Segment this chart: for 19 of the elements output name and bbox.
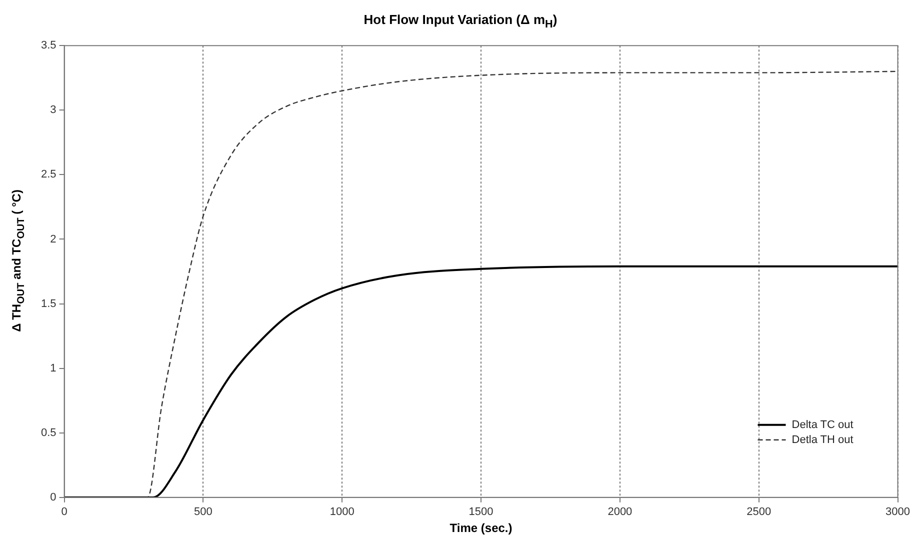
x-axis-title: Time (sec.) [450,521,512,536]
y-tick-label: 0 [50,491,56,504]
y-tick-label: 0.5 [40,426,56,439]
legend-label: Delta TC out [792,418,854,431]
x-tick-label: 1500 [468,506,494,518]
x-tick-label: 500 [194,506,212,518]
x-tick-label: 3000 [886,506,910,518]
y-tick-label: 2 [50,233,56,246]
x-tick-label: 2500 [746,506,772,518]
x-tick-label: 2000 [608,506,632,518]
y-tick-label: 3.5 [40,40,56,52]
x-tick-label: 0 [61,506,68,518]
y-tick-label: 2.5 [40,168,56,181]
y-tick-label: 1.5 [40,298,56,310]
y-tick-label: 3 [50,104,56,116]
legend-label: Detla TH out [792,434,854,446]
y-tick-label: 1 [50,362,56,374]
chart-title: Hot Flow Input Variation (Δ m$_{H}$) [362,11,558,33]
x-tick-label: 1000 [330,506,354,518]
